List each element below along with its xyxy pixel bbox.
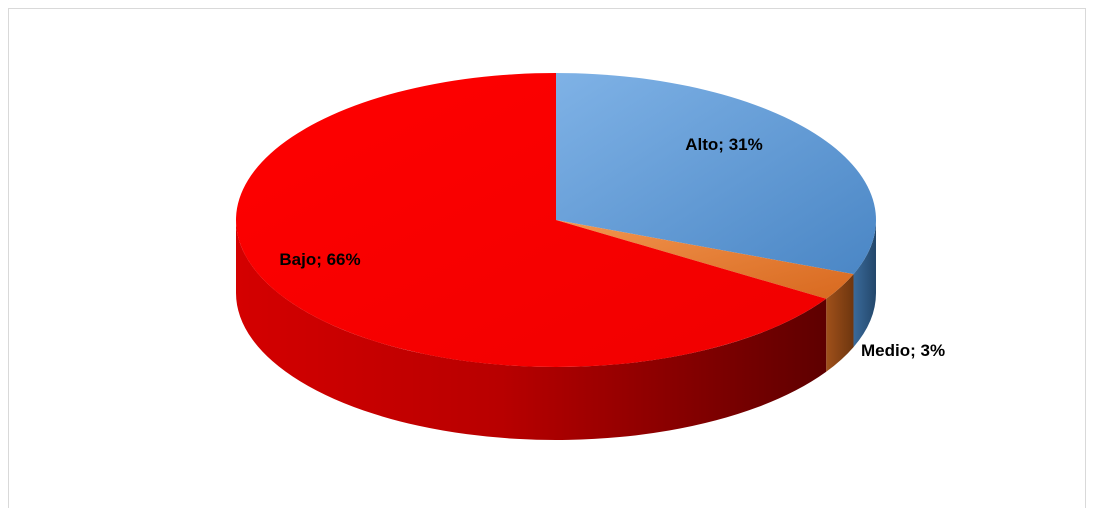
pie-side-bajo <box>236 220 827 441</box>
data-label-bajo: Bajo; 66% <box>279 250 360 269</box>
pie-slice-bajo <box>235 73 827 367</box>
data-label-medio: Medio; 3% <box>861 341 945 360</box>
data-label-alto: Alto; 31% <box>685 135 762 154</box>
pie-side-medio <box>826 274 854 372</box>
pie-slice-medio <box>556 220 854 299</box>
pie-side-alto <box>853 220 876 348</box>
pie-slice-alto <box>556 73 876 275</box>
